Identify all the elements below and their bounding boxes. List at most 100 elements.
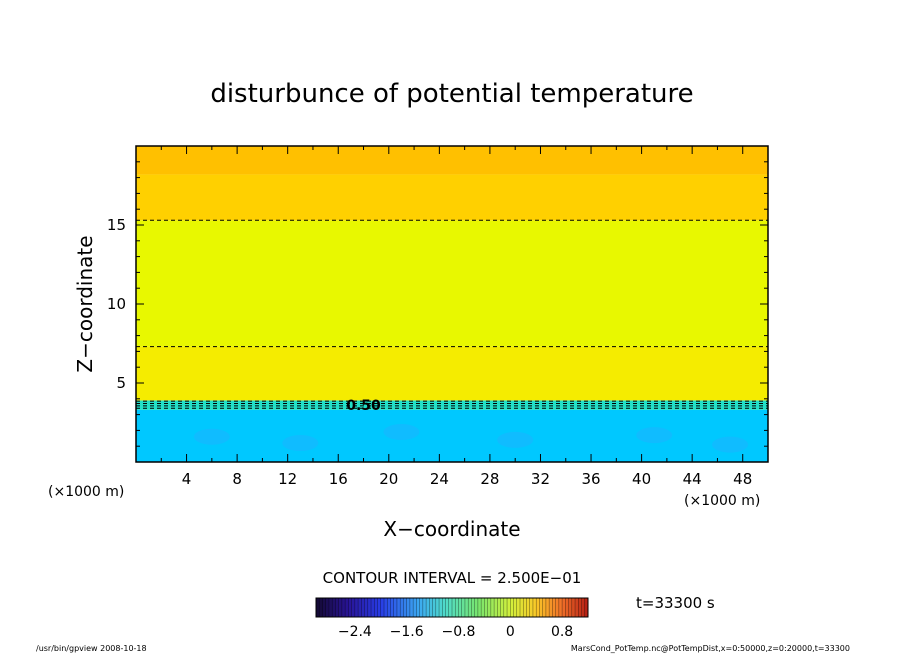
colorbar-cell	[555, 598, 560, 617]
colorbar-cell	[358, 598, 362, 617]
footer-left: /usr/bin/gpview 2008-10-18	[36, 644, 147, 653]
colorbar-cell	[542, 598, 547, 617]
colorbar-cell	[429, 598, 433, 617]
colorbar-cell	[403, 598, 407, 617]
colorbar-cell	[354, 598, 359, 617]
colorbar-cell	[338, 598, 343, 617]
y-axis-title: Z−coordinate	[73, 235, 97, 372]
band-texture-3	[497, 431, 534, 448]
y-tick-label: 15	[107, 216, 126, 234]
colorbar-cell	[390, 598, 395, 617]
x-axis-title: X−coordinate	[383, 517, 520, 541]
colorbar-cell	[448, 598, 453, 617]
x-tick-label: 24	[430, 470, 449, 488]
colorbar-cell	[464, 598, 469, 617]
band-texture-0	[193, 428, 230, 445]
plot-area	[136, 146, 768, 462]
band-texture-2	[383, 423, 420, 440]
x-tick-label: 12	[278, 470, 297, 488]
colorbar-cell	[532, 598, 537, 617]
color-band-5	[136, 146, 768, 175]
colorbar-cell	[571, 598, 576, 617]
colorbar-cell	[510, 598, 514, 617]
colorbar-cell	[348, 598, 352, 617]
x-unit-left: (×1000 m)	[48, 484, 124, 500]
time-label: t=33300 s	[636, 594, 715, 612]
colorbar-cell	[578, 598, 582, 617]
x-tick-label: 16	[329, 470, 348, 488]
colorbar-cell	[558, 598, 563, 617]
y-tick-label: 10	[107, 295, 126, 313]
colorbar-tick-label: −2.4	[338, 624, 372, 640]
colorbar-cell	[345, 598, 349, 617]
colorbar-cell	[419, 598, 424, 617]
colorbar-frame	[315, 597, 589, 618]
colorbar-cell	[432, 598, 437, 617]
colorbar-cell	[426, 598, 430, 617]
colorbar-cell	[384, 598, 388, 617]
colorbar-cell	[442, 598, 446, 617]
colorbar-cell	[549, 598, 553, 617]
colorbar-tick-label: −0.8	[441, 624, 475, 640]
colorbar-cell	[413, 598, 417, 617]
colorbar-cell	[568, 598, 573, 617]
colorbar-cell	[416, 598, 420, 617]
colorbar-cell	[507, 598, 511, 617]
colorbar-cell	[445, 598, 450, 617]
colorbar-cell	[400, 598, 404, 617]
colorbar-cell	[468, 598, 472, 617]
colorbar-cell	[477, 598, 482, 617]
colorbar-cell	[377, 598, 382, 617]
colorbar	[315, 598, 589, 617]
colorbar-cell	[458, 598, 463, 617]
colorbar-tick-label: 0	[506, 624, 515, 640]
colorbar-cell	[371, 598, 375, 617]
x-tick-label: 36	[581, 470, 600, 488]
colorbar-cell	[471, 598, 475, 617]
colorbar-cell	[500, 598, 505, 617]
colorbar-cell	[387, 598, 391, 617]
colorbar-cell	[328, 598, 333, 617]
colorbar-cell	[435, 598, 440, 617]
colorbar-cell	[484, 598, 488, 617]
colorbar-cell	[474, 598, 479, 617]
colorbar-cell	[516, 598, 521, 617]
colorbar-cell	[503, 598, 508, 617]
colorbar-cell	[565, 598, 569, 617]
color-band-0	[136, 409, 768, 462]
colorbar-cell	[393, 598, 398, 617]
colorbar-cell	[374, 598, 378, 617]
colorbar-cell	[536, 598, 540, 617]
x-tick-label: 4	[182, 470, 192, 488]
x-tick-label: 8	[232, 470, 242, 488]
axis-ticks	[136, 146, 768, 462]
x-tick-label: 44	[683, 470, 702, 488]
colorbar-cell	[552, 598, 556, 617]
colorbar-cell	[529, 598, 534, 617]
colorbar-cell	[406, 598, 411, 617]
colorbar-cell	[396, 598, 401, 617]
x-tick-label: 20	[379, 470, 398, 488]
colorbar-cell	[367, 598, 372, 617]
colorbar-cell	[584, 598, 589, 617]
color-band-4	[136, 174, 768, 221]
colorbar-cell	[319, 598, 323, 617]
colorbar-cell	[439, 598, 443, 617]
colorbar-cell	[545, 598, 550, 617]
x-unit-right: (×1000 m)	[684, 493, 760, 509]
colorbar-cell	[581, 598, 586, 617]
colorbar-cell	[539, 598, 543, 617]
colorbar-cell	[520, 598, 524, 617]
color-band-2	[136, 346, 768, 401]
colorbar-cell	[361, 598, 365, 617]
colorbar-cell	[497, 598, 501, 617]
colorbar-cell	[575, 598, 579, 617]
colorbar-cell	[380, 598, 385, 617]
x-tick-label: 48	[733, 470, 752, 488]
colorbar-cell	[523, 598, 527, 617]
colorbar-cell	[351, 598, 356, 617]
color-band-3	[136, 220, 768, 347]
x-tick-labels: 4 8 12 16 20 24 28 32 36 40 44 48	[182, 470, 752, 488]
chart-title: disturbunce of potential temperature	[210, 79, 693, 109]
